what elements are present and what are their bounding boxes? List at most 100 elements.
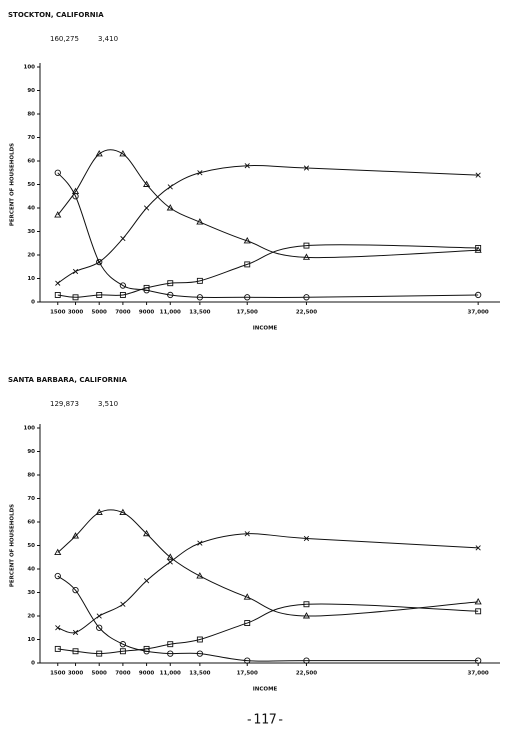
marker-square	[119, 648, 126, 655]
y-tick-label: 50	[27, 182, 35, 188]
marker-square	[54, 292, 61, 298]
y-tick-label: 50	[27, 543, 35, 549]
marker-circle	[54, 572, 61, 580]
x-tick-label: 5000	[92, 671, 107, 677]
marker-square	[72, 294, 79, 301]
x-tick-label: 17,500	[237, 671, 258, 677]
y-tick-label: 90	[27, 449, 35, 455]
x-tick-label: 7000	[115, 310, 130, 316]
x-tick-label: 9000	[139, 310, 154, 316]
marker-square	[303, 601, 310, 608]
y-tick-label: 80	[27, 112, 35, 118]
marker-cross	[120, 601, 126, 607]
marker-circle	[196, 650, 204, 657]
marker-circle	[96, 624, 103, 631]
x-tick-label: 3000	[68, 310, 83, 316]
marker-cross	[72, 268, 79, 275]
marker-triangle	[243, 593, 251, 600]
marker-triangle	[196, 572, 204, 579]
marker-square	[244, 620, 251, 626]
marker-cross	[55, 280, 61, 286]
marker-circle	[119, 282, 127, 289]
marker-square	[72, 648, 79, 655]
x-tick-label: 37,000	[468, 671, 489, 677]
marker-triangle	[54, 548, 62, 555]
marker-cross	[167, 559, 173, 565]
marker-square	[119, 292, 126, 298]
annotation: 160,275	[50, 35, 79, 43]
marker-circle	[96, 258, 103, 266]
x-tick-label: 22,500	[296, 310, 317, 316]
annotation: 129,873	[50, 400, 79, 408]
y-tick-label: 10	[27, 276, 35, 282]
marker-triangle	[474, 597, 482, 605]
x-tick-label: 13,500	[189, 310, 210, 316]
marker-circle	[72, 587, 79, 594]
marker-circle	[244, 657, 251, 664]
marker-circle	[143, 287, 150, 294]
y-tick-label: 60	[27, 520, 35, 526]
marker-triangle	[71, 532, 80, 539]
marker-cross	[303, 165, 310, 171]
y-tick-label: 0	[31, 300, 35, 306]
marker-cross	[143, 205, 150, 211]
marker-cross	[303, 535, 310, 542]
marker-circle	[475, 291, 482, 299]
marker-triangle	[119, 150, 127, 157]
marker-circle	[143, 648, 150, 655]
chart-title: STOCKTON, CALIFORNIA	[8, 11, 104, 19]
marker-circle	[475, 657, 482, 664]
y-tick-label: 60	[27, 159, 35, 165]
marker-circle	[54, 169, 61, 176]
y-tick-label: 70	[27, 496, 35, 502]
marker-cross	[475, 172, 481, 178]
marker-cross	[197, 170, 203, 176]
marker-triangle	[119, 508, 127, 516]
y-tick-label: 20	[27, 253, 35, 259]
x-axis-label: INCOME	[253, 326, 278, 332]
x-tick-label: 13,500	[189, 671, 210, 677]
marker-circle	[119, 641, 127, 648]
marker-square	[303, 242, 310, 249]
x-axis-label: INCOME	[253, 687, 278, 693]
x-tick-label: 7000	[115, 671, 130, 677]
y-axis-label: PERCENT OF HOUSEHOLDS	[10, 504, 16, 587]
y-tick-label: 100	[24, 65, 36, 71]
marker-cross	[120, 235, 126, 242]
marker-square	[54, 645, 61, 652]
marker-cross	[475, 545, 481, 551]
marker-cross	[197, 540, 203, 546]
annotation: 3,410	[98, 35, 118, 43]
marker-triangle	[95, 508, 103, 516]
marker-triangle	[143, 180, 151, 187]
x-tick-label: 37,000	[468, 310, 489, 316]
marker-circle	[303, 294, 310, 301]
marker-cross	[244, 163, 250, 169]
marker-triangle	[196, 218, 204, 225]
chart-title: SANTA BARBARA, CALIFORNIA	[8, 376, 128, 384]
annotation: 3,510	[98, 400, 118, 408]
marker-cross	[244, 531, 250, 537]
marker-triangle	[143, 529, 151, 537]
x-tick-label: 3000	[68, 671, 83, 677]
x-tick-label: 11,000	[160, 310, 181, 316]
marker-circle	[196, 294, 204, 301]
marker-cross	[96, 613, 102, 619]
y-tick-label: 90	[27, 88, 35, 94]
y-tick-label: 20	[27, 614, 35, 620]
marker-square	[475, 244, 482, 251]
series-line	[57, 509, 479, 617]
marker-square	[96, 292, 103, 298]
marker-cross	[55, 625, 61, 631]
y-tick-label: 80	[27, 473, 35, 479]
y-tick-label: 10	[27, 637, 35, 643]
series-line	[57, 575, 479, 662]
x-tick-label: 1500	[50, 671, 65, 677]
y-tick-label: 100	[24, 426, 36, 432]
marker-triangle	[302, 612, 311, 619]
y-tick-label: 40	[27, 567, 35, 573]
series-line	[57, 244, 479, 298]
x-tick-label: 17,500	[237, 310, 258, 316]
y-tick-label: 40	[27, 206, 35, 212]
y-tick-label: 30	[27, 590, 35, 596]
